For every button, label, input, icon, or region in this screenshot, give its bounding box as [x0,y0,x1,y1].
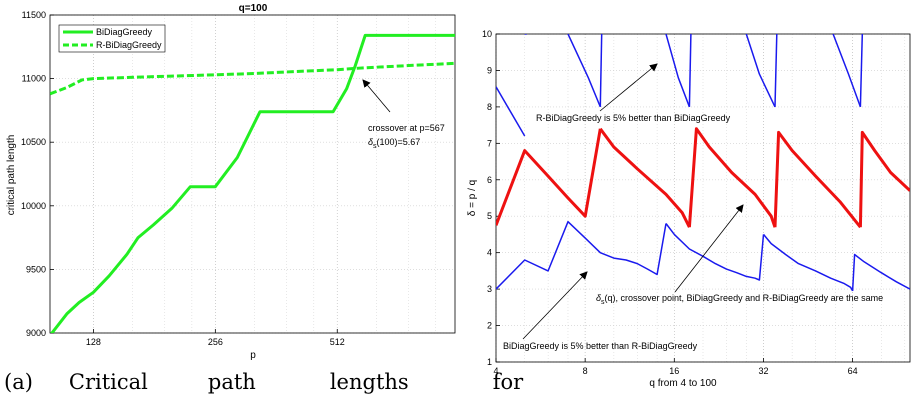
annotation-arrow [362,79,391,113]
y-tick-label: 7 [487,138,492,148]
right-chart-grid [495,33,910,363]
x-tick-label: 512 [330,337,345,347]
series-line-upper-2 [567,34,601,108]
series-line-lower-2 [762,233,854,292]
series-line-upper-9 [859,34,864,107]
series-line-upper-0 [496,86,526,137]
x-tick-label: 8 [583,366,588,376]
series-line-middle-2 [687,127,777,228]
right-chart-xlabel: q from 4 to 100 [649,378,717,389]
left-chart-xlabel: p [250,350,256,361]
series-line-lower-0 [496,220,667,290]
left-chart-annotation: crossover at p=567 δs(100)=5.67 [362,79,445,150]
y-tick-label: 10 [482,29,492,39]
y-tick-label: 5 [487,211,492,221]
left-chart-series [50,33,455,333]
x-tick-label: 32 [758,366,768,376]
left-chart-ylabel: critical path length [6,135,17,216]
annotation-arrow-middle [674,204,744,293]
right-chart-series [496,34,910,292]
caption-word-4: for [492,370,524,394]
left-chart-ticks: 9000 9500 10000 10500 11000 11500 128 256 512 [21,10,345,347]
right-chart: 1 2 3 4 5 6 7 8 9 10 4 8 16 32 64 q from 4 to 100 δ = … [467,29,911,389]
caption-word-2: path [207,370,256,394]
y-tick-label: 2 [487,321,492,331]
y-tick-label: 9 [487,65,492,75]
y-tick-label: 4 [487,248,492,258]
right-chart-frame [495,33,911,363]
series-line-bidiaggreedy-0 [50,33,455,333]
annotation-upper: R-BiDiagGreedy is 5% better than BiDiagG… [536,113,731,123]
x-tick-label: 256 [208,337,223,347]
y-tick-label: 3 [487,284,492,294]
series-line-upper-4 [665,34,691,108]
right-chart-ticks: 1 2 3 4 5 6 7 8 9 10 4 8 16 32 64 [482,29,858,376]
y-tick-label: 11000 [22,74,46,84]
annotation-lower: BiDiagGreedy is 5% better than R-BiDiagG… [503,341,698,351]
x-tick-label: 16 [669,366,679,376]
legend-label-bidiaggreedy: BiDiagGreedy [96,27,153,37]
y-tick-label: 1 [487,357,492,367]
annotation-arrow-lower [522,271,588,340]
series-line-upper-6 [745,34,776,108]
caption-word-1: Critical [68,370,148,394]
series-line-upper-3 [599,34,603,107]
y-tick-label: 9000 [26,328,46,338]
series-line-middle-4 [858,130,910,228]
series-line-middle-1 [599,127,691,228]
series-line-upper-7 [774,34,778,107]
right-chart-ylabel: δ = p / q [467,180,478,216]
annotation-arrow-upper [599,63,658,112]
legend-box [58,24,166,53]
annotation-middle: δs(q), crossover point, BiDiagGreedy and… [596,293,883,306]
y-tick-label: 8 [487,102,492,112]
legend-label-r-bidiaggreedy: R-BiDiagGreedy [96,40,162,50]
left-chart: q=100 9000 9500 10000 10500 11000 11500 128 256… [6,3,456,361]
left-chart-legend: BiDiagGreedy R-BiDiagGreedy [58,24,166,53]
series-line-upper-5 [688,34,692,107]
series-line-middle-0 [496,128,602,226]
left-chart-title: q=100 [239,3,268,14]
series-line-lower-3 [851,253,910,291]
left-chart-frame [49,14,456,334]
x-tick-label: 128 [86,337,101,347]
left-chart-grid [50,14,455,334]
annotation-line-1: crossover at p=567 [368,123,445,133]
series-line-r-bidiaggreedy-0 [50,61,455,96]
caption-label: (a) [4,370,33,394]
caption-word-3: lengths [329,370,409,394]
y-tick-label: 10500 [21,137,46,147]
y-tick-label: 6 [487,175,492,185]
y-tick-label: 10000 [21,201,46,211]
series-line-lower-1 [665,223,765,281]
series-line-upper-8 [832,34,862,108]
y-tick-label: 9500 [26,264,46,274]
y-tick-label: 11500 [22,10,46,20]
annotation-line-2: δs(100)=5.67 [368,137,420,150]
right-chart-annotations: R-BiDiagGreedy is 5% better than BiDiagG… [503,63,883,351]
figure-caption: (a) Critical path lengths for [4,370,523,394]
series-line-middle-3 [773,130,862,229]
x-tick-label: 4 [493,366,498,376]
x-tick-label: 64 [848,366,858,376]
